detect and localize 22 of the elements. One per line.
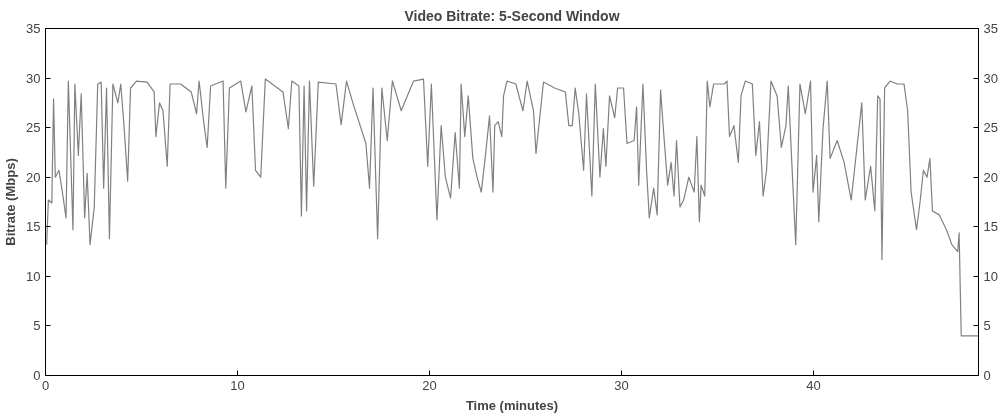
- y2-tick-label: 35: [983, 21, 998, 36]
- chart-title: Video Bitrate: 5-Second Window: [404, 7, 620, 24]
- y-axis-title: Bitrate (Mbps): [3, 158, 19, 246]
- y2-tick-label: 5: [983, 318, 991, 334]
- y2-tick-label: 10: [983, 268, 998, 284]
- y-tick-label: 10: [26, 268, 41, 284]
- y-tick-label: 5: [33, 318, 41, 334]
- y2-tick-label: 30: [983, 70, 998, 86]
- x-tick-label: 20: [422, 377, 437, 393]
- y-tick-label: 35: [26, 21, 41, 36]
- x-axis-title: Time (minutes): [465, 397, 559, 413]
- x-tick-label: 30: [614, 377, 629, 393]
- y-tick-label: 15: [26, 219, 41, 235]
- y-tick-label: 25: [26, 120, 41, 136]
- y-tick-label: 30: [26, 70, 41, 86]
- y2-tick-label: 20: [983, 169, 998, 185]
- y2-tick-label: 15: [983, 219, 998, 235]
- y2-tick-label: 25: [983, 120, 998, 136]
- x-tick-label: 40: [806, 377, 821, 393]
- line-series: [46, 78, 979, 337]
- x-tick-label: 10: [230, 377, 245, 393]
- y-tick-label: 20: [26, 169, 41, 185]
